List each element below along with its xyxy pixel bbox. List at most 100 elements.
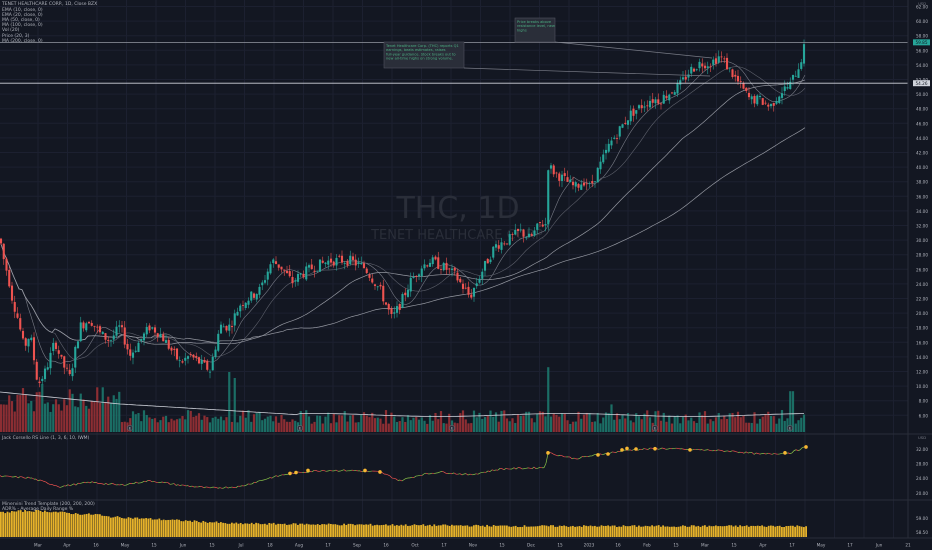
adr-bar — [242, 524, 244, 537]
adr-bar — [314, 524, 317, 537]
adr-bar — [277, 523, 279, 537]
event-marker — [449, 425, 455, 431]
candle-body — [475, 283, 478, 287]
adr-bar — [556, 526, 559, 537]
candle-body — [591, 181, 594, 184]
adr-bar — [13, 511, 15, 537]
volume-bar — [648, 417, 652, 432]
volume-bar — [632, 422, 635, 432]
candle-body — [624, 122, 627, 124]
adr-bar — [415, 524, 418, 537]
rs-line-segment — [191, 485, 195, 488]
adr-bar — [39, 510, 42, 537]
x-tick-label: 17 — [325, 543, 331, 548]
adr-bar — [59, 511, 62, 537]
candle-body — [120, 325, 124, 328]
event-marker — [652, 425, 658, 431]
rs-line-segment — [707, 449, 711, 451]
volume-bar — [310, 423, 313, 432]
volume-bar — [577, 411, 580, 432]
x-tick-label: 15 — [673, 543, 679, 548]
x-tick-label: Sep — [353, 543, 361, 548]
volume-bar — [120, 422, 124, 432]
adr-bar — [237, 523, 240, 537]
volume-bars — [0, 367, 806, 432]
adr-bar — [140, 518, 143, 537]
rs-line-segment — [505, 468, 509, 470]
y-tick-label: 32.00 — [916, 224, 928, 229]
candle-body — [745, 87, 748, 92]
volume-bar — [717, 413, 720, 432]
price-label: 54.26 — [916, 81, 928, 86]
adr-bar — [50, 512, 53, 537]
candle-body — [728, 67, 731, 69]
rs-line-segment — [413, 475, 417, 478]
adr-bar — [666, 526, 669, 537]
adr-bar — [486, 524, 488, 537]
adr-bar — [41, 512, 44, 537]
candle-body — [456, 272, 459, 281]
candle-body — [470, 294, 473, 298]
adr-bar — [286, 524, 288, 537]
rs-line-segment — [51, 484, 55, 486]
adr-bar — [173, 519, 176, 537]
volume-bar — [57, 404, 60, 432]
volume-bar — [404, 421, 407, 432]
candle-body — [585, 183, 588, 185]
rs-line-segment — [245, 483, 249, 486]
volume-bar — [415, 416, 418, 432]
volume-bar — [327, 412, 330, 432]
adr-bar — [222, 522, 224, 537]
candle-body — [789, 81, 792, 89]
x-tick-label: May — [121, 543, 130, 548]
rs-new-high-marker — [783, 451, 787, 455]
y-tick-label: 24.00 — [916, 282, 928, 287]
adr-bar — [367, 524, 370, 537]
volume-bar — [778, 418, 781, 432]
adr-bar — [657, 525, 660, 537]
candle-body — [65, 367, 69, 369]
candle-body — [250, 291, 253, 301]
rs-line-segment — [765, 452, 769, 455]
adr-bar — [103, 515, 106, 537]
rs-line-segment — [271, 476, 275, 479]
candle-body — [670, 92, 674, 94]
volume-bar — [93, 402, 96, 432]
adr-bar — [380, 525, 383, 537]
rs-new-high-marker — [294, 470, 298, 475]
candle-body — [186, 356, 190, 359]
rs-line-segment — [451, 472, 455, 475]
y-tick-label: 62.00 — [916, 5, 928, 10]
rs-line-segment — [593, 453, 597, 456]
volume-bar — [566, 420, 569, 432]
candle-body — [725, 57, 729, 70]
adr-bar — [550, 525, 552, 537]
candle-body — [673, 92, 676, 95]
rs-line-segment — [639, 448, 643, 451]
candle-body — [255, 293, 258, 300]
candle-body — [417, 274, 421, 277]
rs-line-segment — [531, 466, 535, 469]
volume-bar — [734, 417, 737, 432]
candle-body — [651, 99, 654, 103]
adr-bar — [294, 523, 297, 537]
candle-body — [8, 269, 11, 287]
adr-bar — [349, 523, 352, 537]
y-tick-label: 20.00 — [916, 311, 928, 316]
volume-bar — [681, 417, 685, 432]
annotation-box — [383, 41, 465, 69]
y-tick-label: 28.00 — [916, 253, 928, 258]
volume-bar — [695, 422, 698, 432]
volume-bar — [541, 411, 544, 432]
candle-body — [742, 83, 745, 89]
volume-bar — [610, 404, 613, 432]
y-tick-label: 22.00 — [916, 297, 928, 302]
volume-bar — [728, 413, 731, 432]
volume-bar — [382, 423, 385, 432]
annotation-box — [514, 17, 556, 43]
adr-bar — [673, 526, 675, 537]
rs-line-segment — [235, 485, 239, 488]
adr-bar — [426, 525, 429, 537]
candle-body — [511, 234, 514, 235]
